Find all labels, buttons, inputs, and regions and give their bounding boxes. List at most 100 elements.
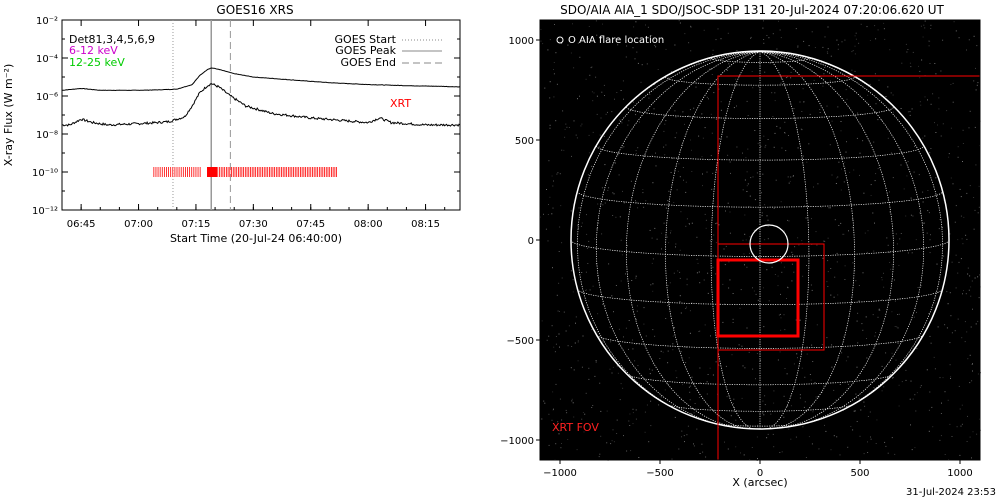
aia-noise-pixel	[690, 25, 691, 27]
longitude-line	[759, 51, 810, 430]
aia-noise-pixel	[573, 120, 575, 122]
aia-noise-pixel	[831, 366, 833, 368]
aia-noise-pixel	[689, 310, 691, 312]
aia-noise-pixel	[778, 20, 779, 22]
aia-noise-pixel	[678, 20, 680, 22]
aia-noise-pixel	[674, 110, 676, 112]
aia-noise-pixel	[757, 427, 759, 429]
aia-noise-pixel	[757, 142, 759, 144]
aia-noise-pixel	[628, 420, 630, 422]
aia-noise-pixel	[780, 293, 781, 295]
aia-noise-pixel	[710, 113, 712, 115]
aia-noise-pixel	[703, 29, 705, 31]
aia-noise-pixel	[605, 113, 607, 115]
aia-noise-pixel	[915, 239, 917, 241]
aia-noise-pixel	[704, 324, 706, 326]
aia-noise-pixel	[557, 172, 559, 174]
aia-noise-pixel	[660, 300, 662, 302]
aia-noise-pixel	[870, 436, 871, 438]
aia-noise-pixel	[853, 410, 855, 412]
aia-noise-pixel	[975, 323, 977, 325]
aia-noise-pixel	[601, 233, 603, 235]
aia-noise-pixel	[674, 137, 676, 139]
aia-noise-pixel	[837, 294, 839, 296]
aia-noise-pixel	[567, 345, 569, 347]
aia-noise-pixel	[835, 183, 837, 184]
aia-noise-pixel	[750, 240, 752, 242]
aia-noise-pixel	[881, 390, 883, 392]
aia-noise-pixel	[803, 406, 805, 408]
aia-noise-pixel	[764, 146, 766, 148]
aia-noise-pixel	[709, 240, 711, 242]
aia-noise-pixel	[802, 155, 804, 157]
aia-noise-pixel	[571, 155, 572, 157]
aia-noise-pixel	[547, 214, 549, 215]
aia-noise-pixel	[591, 329, 593, 331]
longitude-line	[710, 51, 761, 430]
aia-noise-pixel	[962, 293, 963, 295]
aia-noise-pixel	[843, 233, 845, 235]
aia-noise-pixel	[797, 147, 799, 149]
aia-noise-pixel	[852, 218, 854, 220]
aia-noise-pixel	[869, 40, 871, 41]
aia-noise-pixel	[649, 90, 651, 92]
aia-noise-pixel	[849, 171, 851, 173]
aia-noise-pixel	[749, 252, 750, 254]
aia-noise-pixel	[672, 343, 674, 345]
aia-noise-pixel	[691, 222, 693, 224]
aia-noise-pixel	[943, 199, 945, 201]
aia-noise-pixel	[705, 456, 707, 458]
aia-noise-pixel	[753, 290, 755, 292]
aia-noise-pixel	[559, 311, 560, 312]
aia-noise-pixel	[639, 121, 640, 123]
aia-noise-pixel	[940, 435, 942, 437]
aia-noise-pixel	[881, 119, 882, 121]
aia-noise-pixel	[649, 373, 651, 375]
aia-noise-pixel	[628, 348, 629, 350]
aia-noise-pixel	[599, 382, 601, 384]
aia-noise-pixel	[790, 176, 792, 178]
aia-noise-pixel	[674, 168, 676, 170]
aia-noise-pixel	[959, 408, 961, 410]
aia-noise-pixel	[629, 413, 631, 415]
aia-noise-pixel	[822, 85, 824, 87]
aia-noise-pixel	[545, 228, 547, 230]
aia-noise-pixel	[829, 144, 831, 146]
aia-noise-pixel	[938, 97, 940, 99]
aia-noise-pixel	[801, 367, 803, 369]
aia-noise-pixel	[706, 381, 708, 383]
aia-noise-pixel	[559, 226, 561, 228]
aia-noise-pixel	[651, 262, 653, 264]
aia-noise-pixel	[767, 219, 769, 221]
aia-noise-pixel	[974, 209, 976, 211]
aia-noise-pixel	[978, 206, 980, 208]
aia-noise-pixel	[907, 161, 909, 163]
aia-noise-pixel	[812, 411, 814, 413]
aia-noise-pixel	[941, 192, 943, 194]
aia-noise-pixel	[626, 245, 628, 247]
aia-noise-pixel	[836, 261, 838, 263]
aia-noise-pixel	[562, 110, 564, 112]
aia-noise-pixel	[658, 404, 660, 406]
aia-noise-pixel	[776, 48, 778, 50]
aia-noise-pixel	[961, 404, 963, 406]
aia-noise-pixel	[948, 153, 950, 155]
aia-noise-pixel	[599, 453, 601, 455]
aia-noise-pixel	[674, 44, 676, 46]
aia-noise-pixel	[871, 380, 873, 382]
aia-noise-pixel	[827, 48, 829, 50]
aia-noise-pixel	[969, 436, 971, 438]
aia-noise-pixel	[575, 316, 577, 318]
aia-noise-pixel	[741, 397, 743, 399]
aia-noise-pixel	[595, 361, 597, 363]
aia-noise-pixel	[839, 384, 841, 385]
aia-noise-pixel	[655, 46, 657, 48]
aia-noise-pixel	[930, 148, 932, 149]
aia-noise-pixel	[591, 165, 593, 167]
aia-noise-pixel	[932, 426, 934, 428]
aia-noise-pixel	[948, 156, 950, 158]
aia-noise-pixel	[867, 230, 869, 232]
aia-noise-pixel	[894, 326, 896, 327]
aia-noise-pixel	[635, 343, 637, 345]
aia-noise-pixel	[727, 448, 729, 450]
